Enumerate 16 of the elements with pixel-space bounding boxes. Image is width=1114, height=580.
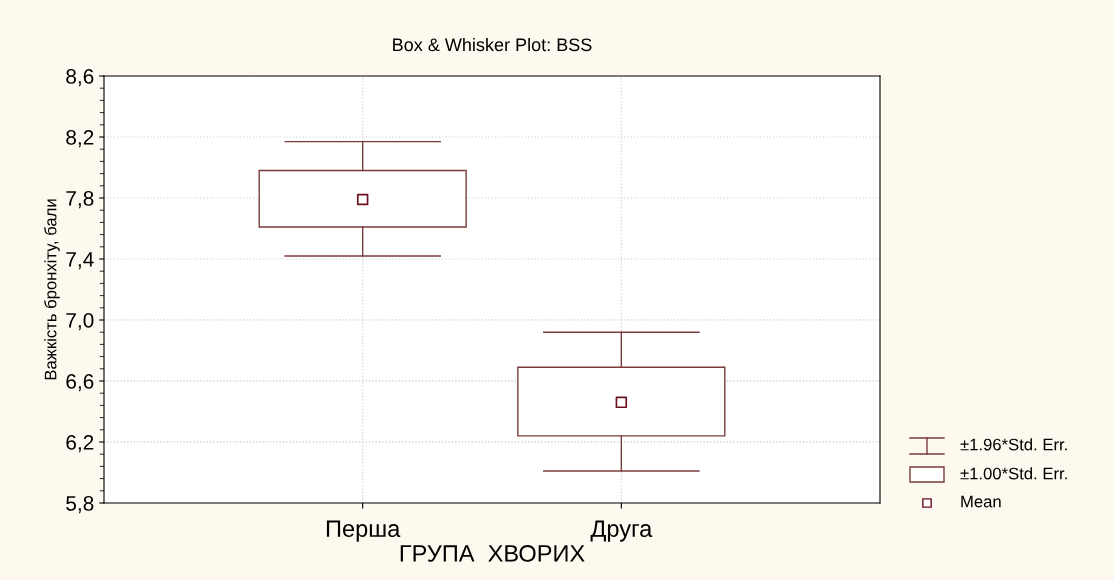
chart-title: Box & Whisker Plot: BSS: [393, 37, 592, 52]
y-tick-label: 7,8: [66, 191, 94, 209]
y-axis-title: Важкість бронхіту, бали: [44, 199, 60, 380]
y-tick-label: 7,0: [66, 313, 94, 331]
y-tick-label: 5,8: [66, 496, 94, 514]
x-tick-label: Перша: [326, 520, 401, 542]
y-tick-label: 6,2: [66, 435, 94, 453]
y-tick-label: 6,6: [66, 374, 94, 392]
y-tick-label: 8,2: [66, 130, 94, 148]
y-tick-label: 7,4: [66, 252, 94, 270]
text: Mean: [961, 495, 1001, 508]
x-tick-label: Друга: [590, 520, 653, 542]
y-tick-label: 8,6: [66, 69, 94, 87]
text: ±1.00*Std. Err.: [960, 467, 1067, 480]
text: ±1.96*Std. Err.: [960, 438, 1067, 451]
x-axis-title: ГРУПА ХВОРИХ: [400, 545, 585, 562]
